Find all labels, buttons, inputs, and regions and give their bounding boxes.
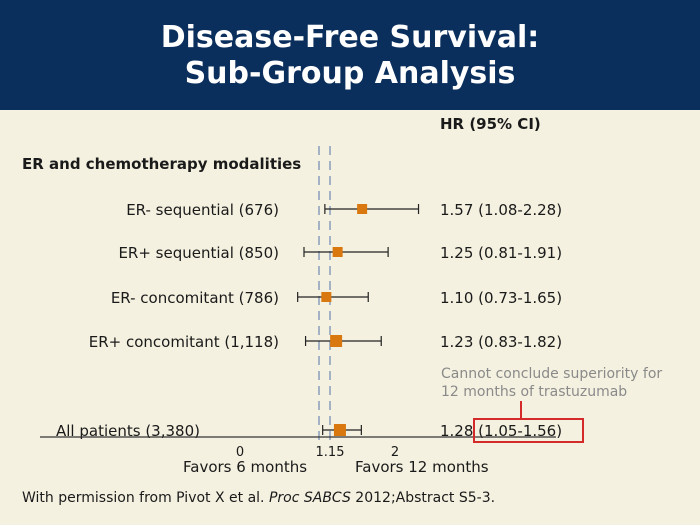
hr-marker xyxy=(333,424,346,436)
row-label: All patients (3,380) xyxy=(56,422,200,440)
forest-rows: ER- sequential (676) 1.57 (1.08-2.28) ER+ … xyxy=(56,201,562,440)
favors-right-label: Favors 12 months xyxy=(355,458,489,476)
citation-prefix: With permission from Pivot X et al. xyxy=(22,490,269,506)
forest-row: ER+ sequential (850) 1.25 (0.81-1.91) xyxy=(118,244,562,262)
reference-lines xyxy=(318,146,331,440)
forest-row: All patients (3,380) 1.28 (1.05-1.56) xyxy=(56,422,562,440)
forest-row: ER- sequential (676) 1.57 (1.08-2.28) xyxy=(126,201,562,219)
hr-ci-value: 1.23 (0.83-1.82) xyxy=(440,333,562,351)
title-line-2: Sub-Group Analysis xyxy=(184,56,516,91)
citation: With permission from Pivot X et al. Proc… xyxy=(22,490,495,506)
row-label: ER+ sequential (850) xyxy=(118,244,279,262)
hr-marker xyxy=(357,204,368,214)
citation-suffix: 2012;Abstract S5-3. xyxy=(350,490,496,506)
hr-marker xyxy=(332,247,343,257)
hr-ci-value: 1.10 (0.73-1.65) xyxy=(440,289,562,307)
x-tick-label: 1.15 xyxy=(316,445,345,460)
hr-marker xyxy=(330,335,343,347)
hr-marker xyxy=(321,292,332,302)
hr-column-header: HR (95% CI) xyxy=(440,115,541,133)
title-line-1: Disease-Free Survival: xyxy=(160,20,540,55)
annotation-line-2: 12 months of trastuzumab xyxy=(441,384,627,400)
hr-ci-value: 1.57 (1.08-2.28) xyxy=(440,201,562,219)
section-label: ER and chemotherapy modalities xyxy=(22,155,301,173)
forest-row: ER+ concomitant (1,118) 1.23 (0.83-1.82) xyxy=(89,333,562,351)
hr-ci-value: 1.25 (0.81-1.91) xyxy=(440,244,562,262)
x-tick-label: 0 xyxy=(236,445,244,460)
x-tick-label: 2 xyxy=(391,445,399,460)
favors-left-label: Favors 6 months xyxy=(183,458,307,476)
highlight-box xyxy=(473,418,584,443)
row-label: ER+ concomitant (1,118) xyxy=(89,333,279,351)
title-banner xyxy=(0,0,700,110)
row-label: ER- concomitant (786) xyxy=(111,289,279,307)
axis-ticks: 0 1.15 2 xyxy=(236,445,399,460)
annotation-line-1: Cannot conclude superiority for xyxy=(441,366,662,382)
slide-title: Disease-Free Survival: Sub-Group Analysi… xyxy=(0,20,700,92)
citation-journal: Proc SABCS xyxy=(268,490,351,506)
row-label: ER- sequential (676) xyxy=(126,201,279,219)
hr-ci-value: 1.28 (1.05-1.56) xyxy=(440,422,562,440)
forest-row: ER- concomitant (786) 1.10 (0.73-1.65) xyxy=(111,289,562,307)
